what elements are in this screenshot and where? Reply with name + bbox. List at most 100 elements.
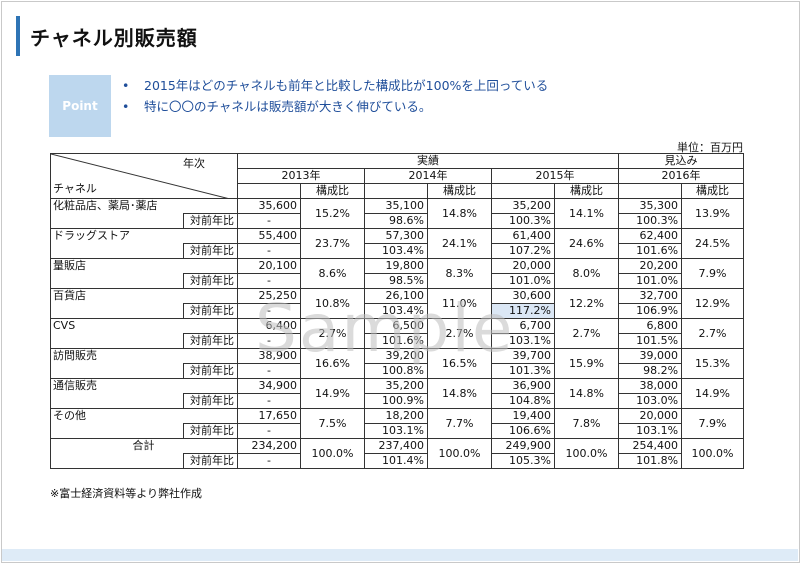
yoy-value: -	[237, 453, 301, 469]
yoy-value: -	[237, 273, 301, 289]
table-row: ドラッグストア 55,400 23.7% 57,300 24.1% 61,400 24.6%…	[50, 228, 745, 259]
share-value: 24.1%	[427, 228, 492, 259]
yoy-label: 対前年比	[183, 393, 238, 409]
yoy-value: 101.3%	[491, 363, 555, 379]
yoy-value: -	[237, 393, 301, 409]
yoy-value: 103.1%	[491, 333, 555, 349]
sales-table: 年次 チャネル 実績 見込み 2013年 2014年 2015年 2016年 構…	[50, 153, 745, 469]
sales-value: 39,000	[618, 348, 683, 364]
share-value: 7.9%	[681, 408, 745, 439]
blank-cell	[50, 213, 184, 229]
yoy-value: -	[237, 363, 301, 379]
blank-cell	[50, 363, 184, 379]
channel-name: 百貨店	[50, 288, 238, 304]
sales-value: 55,400	[237, 228, 301, 244]
yoy-value: -	[237, 243, 301, 259]
sales-value: 36,900	[491, 378, 555, 394]
yoy-value: 101.5%	[618, 333, 683, 349]
sales-value: 234,200	[237, 438, 301, 454]
sales-value: 6,800	[618, 318, 683, 334]
sales-value: 18,200	[364, 408, 428, 424]
share-value: 100.0%	[553, 438, 620, 469]
yoy-value: 106.9%	[618, 303, 683, 319]
yoy-value: 103.4%	[364, 303, 428, 319]
sales-value: 32,700	[618, 288, 683, 304]
share-value: 7.5%	[300, 408, 365, 439]
channel-name: ドラッグストア	[50, 228, 238, 244]
share-value: 12.2%	[553, 288, 620, 319]
bullet-item: 2015年はどのチャネルも前年と比較した構成比が100%を上回っている	[122, 75, 548, 96]
sales-value: 35,200	[491, 198, 555, 214]
sales-value: 35,100	[364, 198, 428, 214]
yoy-value: 98.6%	[364, 213, 428, 229]
blank-cell	[50, 453, 184, 469]
sales-value: 35,300	[618, 198, 683, 214]
table-row: その他 17,650 7.5% 18,200 7.7% 19,400 7.8% 20,000 7…	[50, 408, 745, 439]
share-value: 13.9%	[681, 198, 745, 229]
yoy-value: -	[237, 423, 301, 439]
sales-value: 62,400	[618, 228, 683, 244]
year-header: 2015年	[490, 168, 620, 184]
channel-name: その他	[50, 408, 238, 424]
blank-cell	[50, 243, 184, 259]
blank-cell	[50, 393, 184, 409]
share-value: 100.0%	[427, 438, 492, 469]
share-value: 14.1%	[553, 198, 620, 229]
sales-value: 57,300	[364, 228, 428, 244]
table-row-yoy: 対前年比 - 103.1% 106.6% 103.1%	[50, 423, 744, 439]
yoy-value: 100.8%	[364, 363, 428, 379]
yoy-value: 103.4%	[364, 243, 428, 259]
yoy-value: 104.8%	[491, 393, 555, 409]
table-row-yoy: 対前年比 - 100.9% 104.8% 103.0%	[50, 393, 744, 409]
year-header: 2013年	[237, 168, 365, 184]
sales-value: 39,200	[364, 348, 428, 364]
share-value: 14.9%	[300, 378, 365, 409]
ratio-header: 構成比	[681, 183, 745, 199]
share-value: 16.5%	[427, 348, 492, 379]
sales-value: 35,200	[364, 378, 428, 394]
point-bullets: 2015年はどのチャネルも前年と比較した構成比が100%を上回っている 特に〇〇…	[122, 75, 548, 117]
yoy-label: 対前年比	[183, 363, 238, 379]
sales-value: 61,400	[491, 228, 555, 244]
blank-cell	[491, 183, 555, 199]
channel-name: 訪問販売	[50, 348, 238, 364]
table-row-yoy: 対前年比 - 103.4% 117.2% 106.9%	[50, 303, 744, 319]
sales-value: 30,600	[491, 288, 555, 304]
yoy-value: 100.3%	[618, 213, 683, 229]
yoy-value: 100.3%	[491, 213, 555, 229]
ratio-header: 構成比	[427, 183, 492, 199]
share-value: 100.0%	[681, 438, 745, 469]
sales-value: 38,900	[237, 348, 301, 364]
yoy-label: 対前年比	[183, 423, 238, 439]
sales-value: 17,650	[237, 408, 301, 424]
share-value: 2.7%	[300, 318, 365, 349]
sales-value: 20,000	[618, 408, 683, 424]
yoy-label: 対前年比	[183, 333, 238, 349]
channel-name: 通信販売	[50, 378, 238, 394]
share-value: 2.7%	[427, 318, 492, 349]
share-value: 8.6%	[300, 258, 365, 289]
point-badge: Point	[49, 75, 111, 137]
sales-value: 6,700	[491, 318, 555, 334]
table-row: 量販店 20,100 8.6% 19,800 8.3% 20,000 8.0% 20,200 7…	[50, 258, 745, 289]
channel-name: 化粧品店、薬局･薬店	[50, 198, 238, 214]
sales-value: 254,400	[618, 438, 683, 454]
yoy-value: 101.0%	[618, 273, 683, 289]
yoy-value: 101.0%	[491, 273, 555, 289]
sales-value: 20,100	[237, 258, 301, 274]
yoy-value: 98.2%	[618, 363, 683, 379]
yoy-label: 対前年比	[183, 243, 238, 259]
yoy-value: 101.6%	[618, 243, 683, 259]
yoy-value: 98.5%	[364, 273, 428, 289]
table-row-yoy: 対前年比 - 101.4% 105.3% 101.8%	[50, 453, 744, 469]
sales-value: 19,400	[491, 408, 555, 424]
title-accent-bar	[16, 16, 20, 56]
share-value: 2.7%	[681, 318, 745, 349]
share-value: 8.3%	[427, 258, 492, 289]
share-value: 7.8%	[553, 408, 620, 439]
ratio-header: 構成比	[553, 183, 620, 199]
blank-cell	[50, 423, 184, 439]
yoy-label: 対前年比	[183, 453, 238, 469]
blank-cell	[618, 183, 683, 199]
channel-header-label: チャネル	[53, 182, 97, 195]
